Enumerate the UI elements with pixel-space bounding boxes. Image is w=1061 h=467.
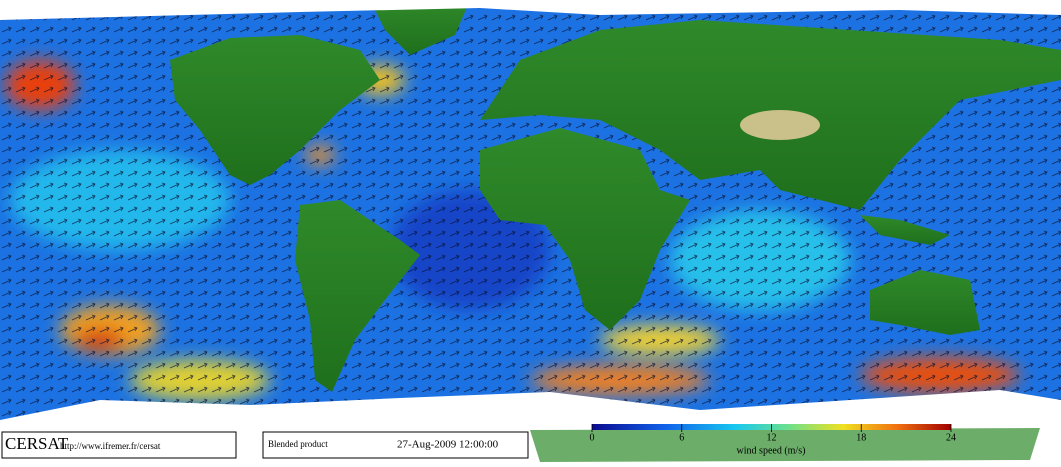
colorbar-label: wind speed (m/s): [737, 445, 806, 456]
branding-box: [1, 431, 237, 459]
plateau: [740, 110, 820, 140]
colorbar-tick-label: 12: [767, 432, 777, 443]
product-date: 27-Aug-2009 12:00:00: [397, 439, 499, 451]
colorbar-tick-label: 6: [679, 432, 684, 443]
brand-name: CERSAT: [5, 434, 69, 453]
colorbar-tick-label: 0: [590, 432, 595, 443]
colorbar-tick-label: 24: [946, 432, 956, 443]
product-box: [262, 431, 529, 459]
arctic: [0, 0, 1061, 20]
brand-url[interactable]: http://www.ifremer.fr/cersat: [60, 441, 161, 451]
antarctic-land: [530, 428, 1040, 462]
product-name: Blended product: [268, 439, 328, 449]
colorbar-tick-label: 18: [856, 432, 866, 443]
